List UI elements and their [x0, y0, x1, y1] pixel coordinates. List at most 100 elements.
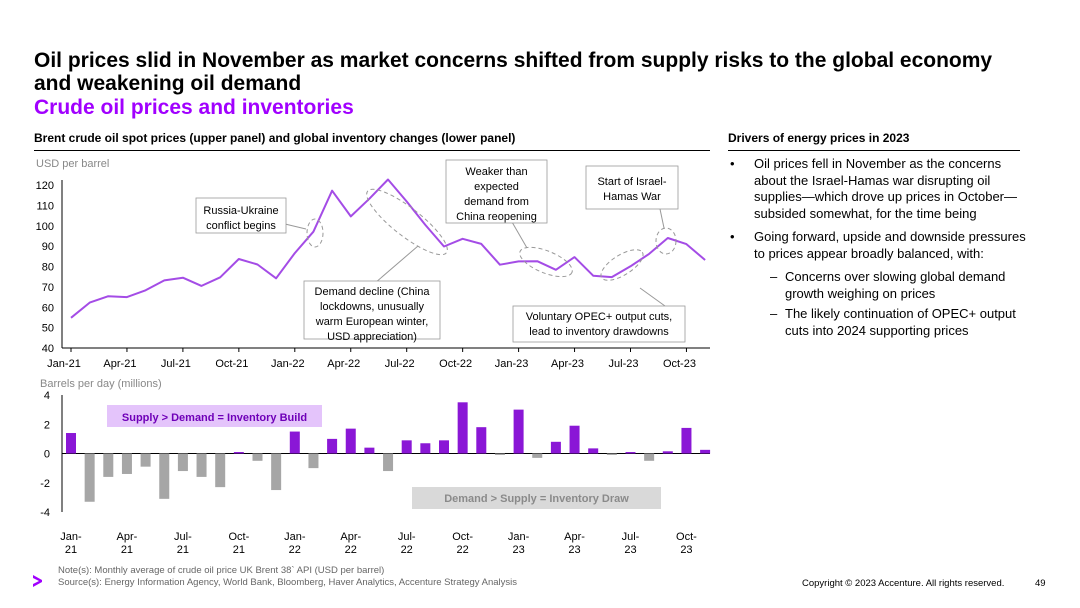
page-number: 49	[1035, 578, 1046, 589]
sub-bullet-text: The likely continuation of OPEC+ output …	[785, 306, 1016, 338]
price-y-tick-label: 50	[42, 323, 54, 335]
annotation-box	[445, 159, 548, 224]
brent-price-line	[70, 178, 706, 319]
bullet-item: • Oil prices fell in November as the conc…	[728, 156, 1028, 222]
ellipse-israel	[655, 227, 677, 255]
annotation-box	[512, 305, 686, 343]
inventory-x-tick-label: 23	[568, 544, 580, 556]
annotation-russia: Russia-Ukraine conflict begins	[195, 197, 287, 234]
inventory-build-label: Supply > Demand = Inventory Build	[122, 412, 307, 424]
annotation-text: demand from	[464, 196, 529, 208]
inventory-bar	[383, 453, 394, 472]
inventory-x-tick-label: Jan-	[60, 531, 82, 543]
annotation-text: Russia-Ukraine	[203, 205, 278, 217]
sub-bullet-marker: –	[770, 306, 778, 321]
inventory-draw-box	[412, 487, 661, 509]
sub-bullet-text: Concerns over slowing global demand grow…	[785, 269, 1006, 301]
ellipse-russia	[306, 218, 324, 248]
inventory-x-tick-label: Oct-	[676, 531, 697, 543]
leader-demand	[374, 245, 419, 284]
annotation-text: expected	[474, 181, 519, 193]
annotation-box	[585, 165, 679, 210]
inventory-bar	[121, 453, 132, 474]
inventory-x-tick-label: Apr-	[117, 531, 138, 543]
price-x-tick-label: Jan-23	[495, 358, 529, 370]
price-y-tick-label: 80	[42, 262, 54, 274]
annotation-text: warm European winter,	[315, 316, 429, 328]
bullet-marker: •	[730, 156, 735, 171]
price-x-tick-label: Apr-23	[551, 358, 584, 370]
inventory-x-tick-label: 23	[624, 544, 636, 556]
inventory-x-tick-label: Jan-	[508, 531, 530, 543]
inventory-x-tick-label: 21	[233, 544, 245, 556]
annotation-text: Start of Israel-	[597, 176, 666, 188]
inventory-bar	[84, 453, 95, 502]
inventory-bar	[420, 443, 431, 454]
inventory-x-tick-label: 22	[457, 544, 469, 556]
inventory-x-tick-label: Jan-	[284, 531, 306, 543]
price-y-tick-label: 60	[42, 302, 54, 314]
price-axis-label: USD per barrel	[36, 158, 109, 170]
annotation-text: Hamas War	[603, 191, 661, 203]
sub-bullet-marker: –	[770, 269, 778, 284]
inventory-bar	[327, 438, 338, 454]
inventory-x-tick-label: Oct-	[228, 531, 249, 543]
inventory-bar	[345, 428, 356, 454]
price-y-tick-label: 100	[36, 221, 54, 233]
drivers-list: • Oil prices fell in November as the conc…	[728, 156, 1028, 343]
inventory-x-tick-label: Oct-	[452, 531, 473, 543]
ellipse-china	[519, 246, 573, 278]
bullet-text: Going forward, upside and downside press…	[754, 229, 1026, 261]
inventory-bar	[662, 451, 673, 454]
inventory-x-tick-label: 21	[177, 544, 189, 556]
inventory-bar	[196, 453, 207, 477]
inventory-bar	[271, 453, 282, 491]
price-y-tick-label: 110	[36, 200, 54, 212]
inventory-bar	[215, 453, 226, 488]
annotation-text: Weaker than	[465, 166, 527, 178]
leader-israel	[659, 208, 665, 229]
inventory-bar	[550, 441, 561, 454]
inventory-bar	[159, 453, 170, 499]
inventory-bar	[140, 453, 151, 467]
accenture-logo-icon	[33, 575, 42, 587]
sub-bullet-item: – The likely continuation of OPEC+ output…	[728, 306, 1028, 339]
inventory-x-tick-label: 21	[65, 544, 77, 556]
price-y-tick-label: 70	[42, 282, 54, 294]
price-x-tick-label: Oct-22	[439, 358, 472, 370]
slide-subtitle: Crude oil prices and inventories	[34, 96, 354, 119]
inventory-y-tick-label: 4	[44, 390, 50, 402]
annotation-opec: Voluntary OPEC+ output cuts, lead to inve…	[512, 305, 686, 343]
annotation-box	[303, 280, 441, 340]
inventory-bar	[103, 453, 114, 477]
annotation-text: China reopening	[456, 211, 537, 223]
inventory-x-tick-label: 23	[680, 544, 692, 556]
inventory-bar	[644, 453, 655, 461]
price-y-tick-label: 90	[42, 241, 54, 253]
inventory-bar	[177, 453, 188, 472]
annotation-text: Demand decline (China	[315, 286, 431, 298]
inventory-bar	[532, 453, 543, 458]
inventory-bar	[308, 453, 319, 469]
inventory-bar	[494, 453, 505, 455]
inventory-x-tick-label: Jul-	[398, 531, 416, 543]
inventory-bar	[289, 431, 300, 454]
inventory-x-tick-label: 22	[289, 544, 301, 556]
annotation-text: conflict begins	[206, 220, 276, 232]
annotation-text: lockdowns, unusually	[320, 301, 424, 313]
annotation-israel: Start of Israel- Hamas War	[585, 165, 679, 210]
inventory-bar	[476, 427, 487, 454]
price-x-tick-label: Apr-22	[327, 358, 360, 370]
copyright: Copyright © 2023 Accenture. All rights r…	[802, 578, 1005, 589]
annotation-text: USD appreciation)	[327, 331, 417, 343]
ellipse-demand	[366, 188, 448, 256]
inventory-bar	[233, 452, 244, 454]
inventory-bar	[252, 453, 263, 461]
annotation-demand: Demand decline (China lockdowns, unusuall…	[303, 280, 441, 343]
annotation-text: Voluntary OPEC+ output cuts,	[526, 311, 672, 323]
price-x-tick-label: Oct-21	[215, 358, 248, 370]
price-x-tick-label: Jul-23	[609, 358, 639, 370]
inventory-bar	[625, 452, 636, 454]
inventory-draw-label: Demand > Supply = Inventory Draw	[444, 493, 629, 505]
